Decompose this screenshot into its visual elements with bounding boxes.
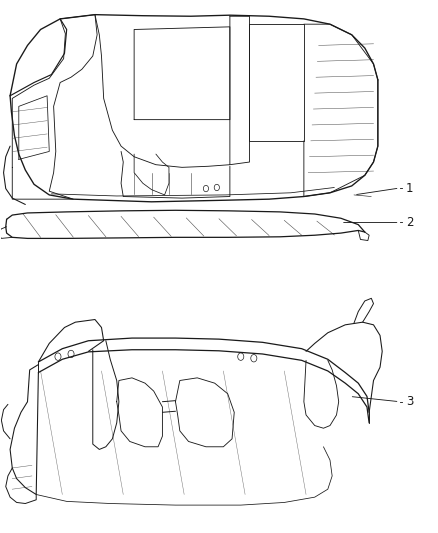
Text: 2: 2: [406, 216, 413, 229]
Text: 1: 1: [406, 182, 413, 195]
Text: 3: 3: [406, 395, 413, 408]
